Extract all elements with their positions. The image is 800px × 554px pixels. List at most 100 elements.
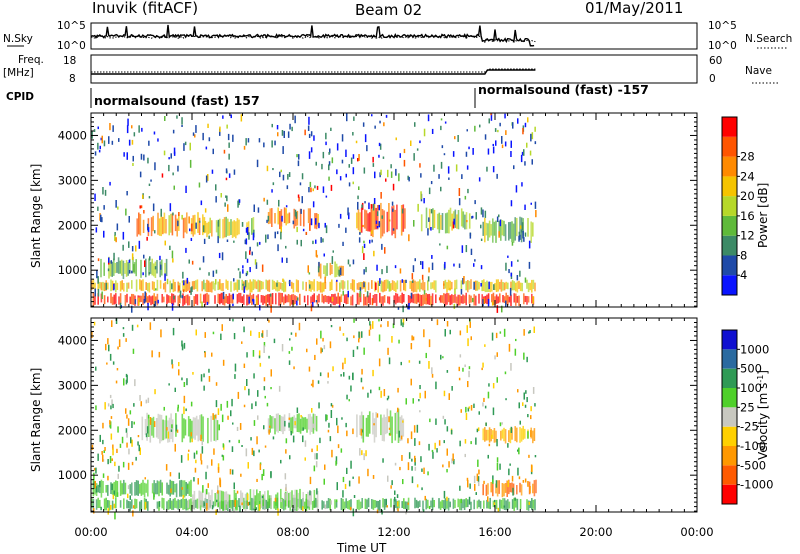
data-cell	[273, 501, 275, 509]
data-cell	[153, 492, 155, 500]
data-cell	[427, 294, 429, 305]
data-cell	[208, 137, 211, 142]
data-cell	[433, 500, 435, 508]
data-cell	[401, 208, 404, 214]
data-cell	[241, 222, 244, 227]
colorbar-tick-label: 4	[740, 268, 747, 282]
data-cell	[518, 231, 521, 235]
data-cell	[248, 501, 251, 506]
data-cell	[118, 465, 120, 472]
data-cell	[151, 258, 153, 276]
data-cell	[316, 445, 318, 452]
data-cell	[531, 132, 534, 140]
data-cell	[237, 200, 239, 208]
data-cell	[308, 492, 311, 507]
data-cell	[126, 152, 128, 160]
data-cell	[464, 439, 467, 444]
data-cell	[206, 279, 208, 292]
data-cell	[204, 208, 207, 213]
data-cell	[428, 339, 431, 348]
data-cell	[259, 463, 262, 470]
data-cell	[508, 430, 510, 443]
data-cell	[118, 296, 120, 305]
data-cell	[132, 510, 134, 517]
data-cell	[383, 122, 385, 127]
data-cell	[125, 408, 127, 414]
data-cell	[139, 484, 141, 494]
data-cell	[169, 479, 171, 497]
nsearch-label: N.Search	[745, 33, 792, 45]
data-cell	[508, 296, 511, 303]
data-cell	[324, 276, 326, 284]
data-cell	[172, 258, 174, 263]
data-cell	[186, 212, 188, 234]
data-cell	[115, 200, 117, 208]
data-cell	[476, 473, 479, 481]
data-cell	[282, 146, 284, 154]
y-tick-label: 3000	[58, 173, 87, 187]
data-cell	[341, 134, 344, 142]
data-cell	[163, 498, 165, 510]
data-cell	[528, 454, 530, 458]
data-cell	[241, 445, 243, 447]
data-cell	[486, 166, 488, 172]
data-cell	[285, 438, 288, 444]
data-cell	[463, 295, 466, 304]
data-cell	[357, 201, 359, 210]
data-cell	[526, 356, 528, 363]
data-cell	[391, 280, 394, 290]
data-cell	[532, 430, 534, 444]
data-cell	[139, 279, 141, 290]
data-cell	[462, 367, 464, 372]
data-cell	[202, 225, 205, 233]
data-cell	[307, 125, 310, 131]
data-cell	[294, 295, 296, 304]
data-cell	[171, 424, 173, 429]
data-cell	[192, 372, 194, 375]
data-cell	[144, 260, 146, 267]
data-cell	[516, 485, 518, 495]
data-cell	[407, 438, 409, 444]
data-cell	[252, 299, 255, 305]
data-cell	[215, 400, 218, 408]
data-cell	[414, 497, 416, 509]
data-cell	[267, 234, 269, 240]
data-cell	[364, 134, 367, 143]
data-cell	[356, 414, 358, 438]
data-cell	[95, 366, 97, 371]
data-cell	[302, 492, 304, 506]
data-cell	[97, 276, 99, 284]
data-cell	[352, 259, 355, 265]
data-cell	[208, 272, 210, 276]
data-cell	[276, 492, 279, 510]
data-cell	[391, 416, 393, 444]
data-cell	[138, 444, 140, 452]
data-cell	[372, 295, 375, 304]
data-cell	[257, 493, 260, 512]
data-cell	[318, 222, 320, 229]
data-cell	[204, 351, 206, 358]
data-cell	[468, 280, 471, 290]
data-cell	[281, 497, 283, 510]
data-cell	[117, 206, 119, 210]
data-cell	[348, 182, 351, 187]
data-cell	[369, 324, 372, 330]
data-cell	[371, 114, 373, 117]
data-cell	[342, 333, 345, 336]
data-cell	[137, 441, 139, 446]
data-cell	[124, 482, 127, 495]
data-cell	[467, 280, 469, 293]
data-cell	[440, 118, 443, 121]
data-cell	[271, 208, 273, 227]
data-cell	[216, 499, 218, 503]
data-cell	[164, 116, 166, 121]
data-cell	[492, 475, 494, 483]
data-cell	[371, 230, 373, 234]
data-cell	[419, 410, 421, 413]
data-cell	[169, 245, 171, 250]
data-cell	[243, 326, 245, 333]
data-cell	[185, 498, 187, 511]
data-cell	[475, 212, 477, 220]
data-cell	[495, 220, 497, 243]
data-cell	[195, 294, 197, 304]
